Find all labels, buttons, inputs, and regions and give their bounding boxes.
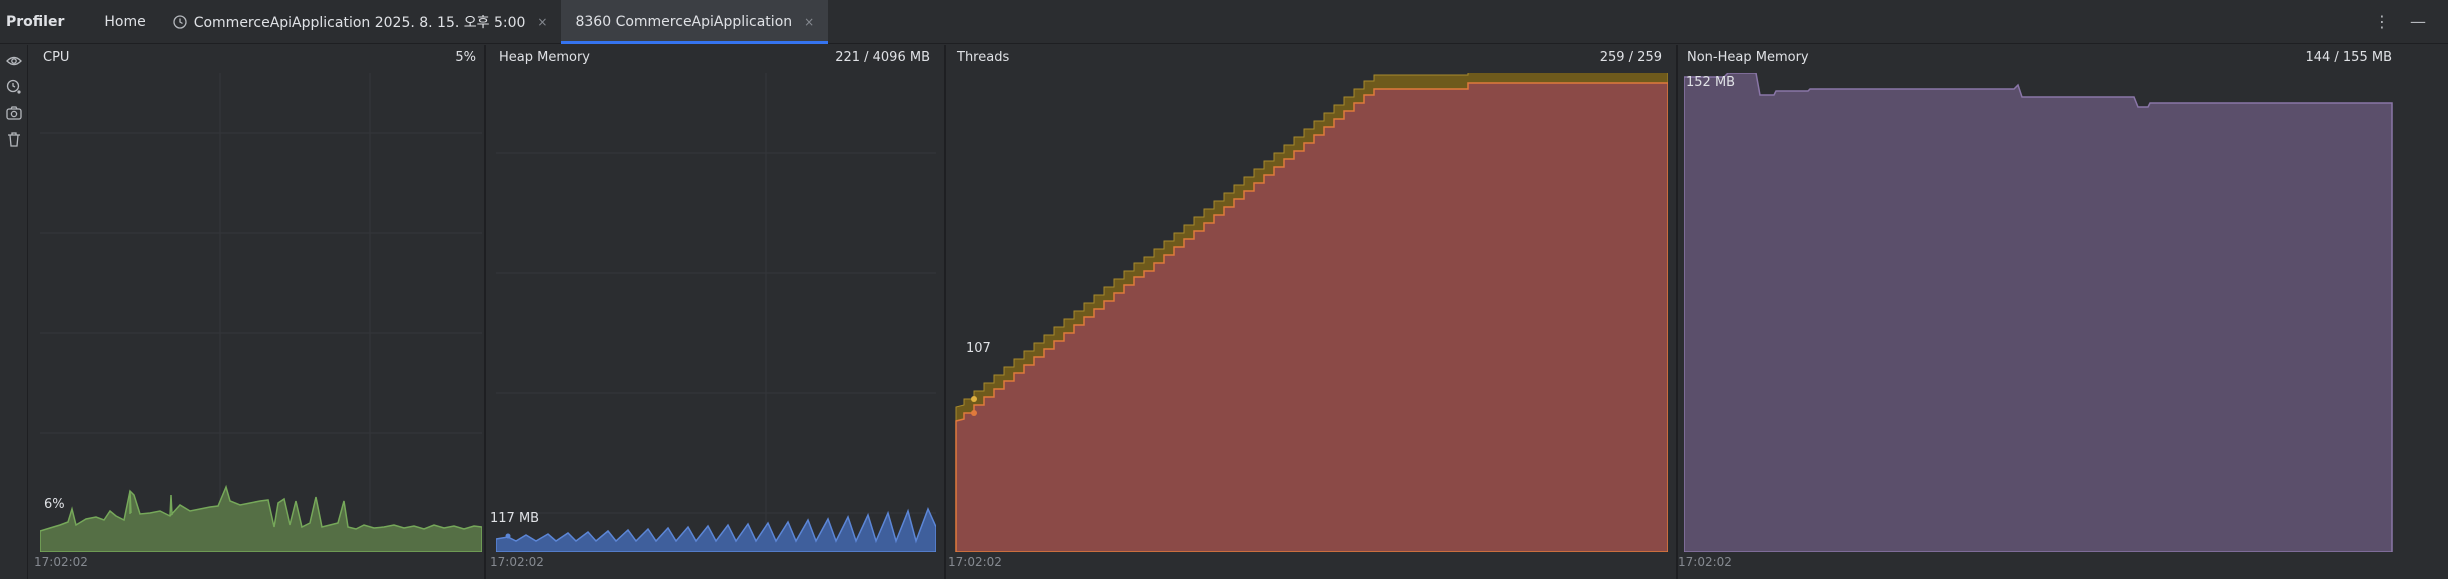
heap-area: [496, 507, 936, 552]
nonheap-panel: Non-Heap Memory 144 / 155 MB 152 MB 17:0…: [1678, 45, 2398, 579]
nonheap-area: [1684, 73, 2393, 552]
cpu-value: 5%: [455, 50, 476, 65]
profiler-header: Profiler Home CommerceApiApplication 202…: [0, 0, 2448, 44]
heap-chart[interactable]: [496, 73, 936, 552]
heap-value: 221 / 4096 MB: [835, 50, 930, 65]
trash-icon[interactable]: [5, 130, 23, 148]
tab-home[interactable]: Home: [92, 0, 157, 44]
cpu-panel: CPU 5% 6% 17:02:02: [34, 45, 482, 579]
threads-time-label: 17:02:02: [948, 555, 1002, 569]
close-icon[interactable]: ×: [804, 14, 815, 29]
panel-separator[interactable]: [484, 45, 486, 579]
cpu-area: [40, 484, 482, 552]
cpu-time-label: 17:02:02: [34, 555, 88, 569]
nonheap-title: Non-Heap Memory: [1687, 50, 1809, 65]
nonheap-value: 144 / 155 MB: [2305, 50, 2392, 65]
more-options-icon[interactable]: ⋮: [2374, 12, 2390, 31]
nonheap-time-label: 17:02:02: [1678, 555, 1732, 569]
profiler-sidebar: [0, 45, 28, 579]
minimize-icon[interactable]: —: [2410, 12, 2426, 31]
threads-chart[interactable]: [954, 73, 1668, 552]
tab-snapshot-label: CommerceApiApplication 2025. 8. 15. 오후 5…: [193, 14, 526, 31]
heap-title: Heap Memory: [499, 50, 590, 65]
tab-live-session-label: 8360 CommerceApiApplication: [575, 13, 793, 30]
threads-live-area: [955, 82, 1668, 552]
tab-snapshot[interactable]: CommerceApiApplication 2025. 8. 15. 오후 5…: [158, 0, 562, 44]
tab-live-session[interactable]: 8360 CommerceApiApplication ×: [561, 0, 829, 44]
threads-label: 107: [966, 341, 991, 356]
heap-label: 117 MB: [490, 511, 540, 526]
close-icon[interactable]: ×: [537, 14, 548, 29]
camera-icon[interactable]: [5, 104, 23, 122]
nonheap-chart[interactable]: [1684, 73, 2398, 552]
tab-home-label: Home: [104, 13, 146, 30]
threads-panel: Threads 259 / 259 107 17:02:02: [948, 45, 1668, 579]
panel-separator[interactable]: [944, 45, 946, 579]
clock-snapshot-icon[interactable]: [5, 78, 23, 96]
threads-title: Threads: [957, 50, 1010, 65]
threads-value: 259 / 259: [1599, 50, 1662, 65]
heap-time-label: 17:02:02: [490, 555, 544, 569]
eye-icon[interactable]: [5, 52, 23, 70]
cpu-label: 6%: [44, 497, 65, 512]
snapshot-clock-icon: [173, 14, 187, 29]
cpu-title: CPU: [43, 50, 70, 65]
panel-separator[interactable]: [1676, 45, 1678, 579]
profiler-title: Profiler: [6, 13, 65, 30]
heap-panel: Heap Memory 221 / 4096 MB 117 MB 17:02:0…: [490, 45, 936, 579]
cpu-chart[interactable]: [40, 73, 482, 552]
nonheap-label: 152 MB: [1686, 75, 1736, 90]
